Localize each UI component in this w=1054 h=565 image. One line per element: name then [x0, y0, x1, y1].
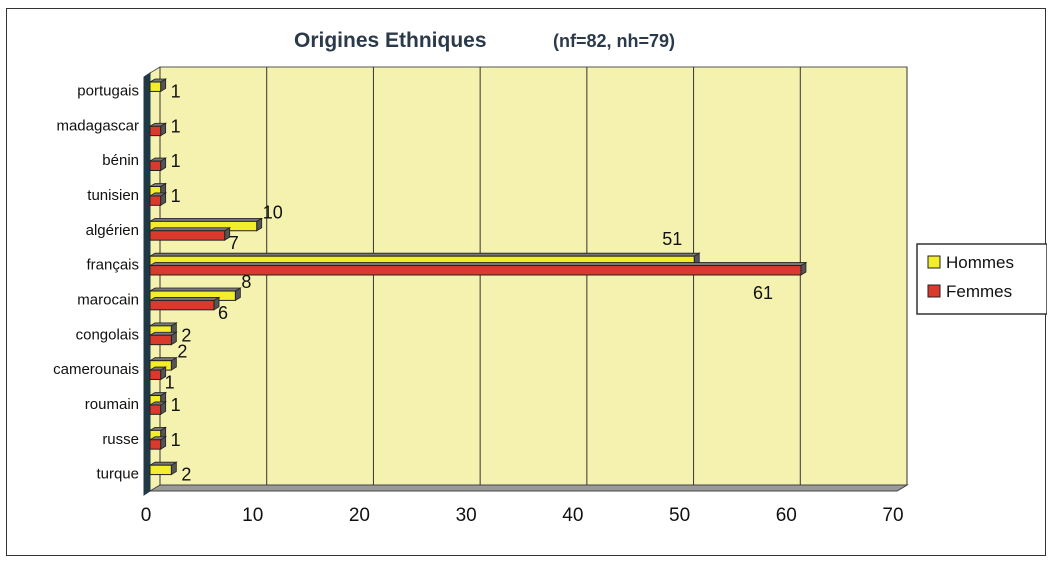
x-tick-label: 20 — [349, 505, 370, 526]
category-label-russe: russe — [102, 431, 139, 448]
bar-chart: Origines Ethniques (nf=82, nh=79) 0 10 20 3… — [53, 29, 1047, 526]
data-label-russe: 1 — [171, 430, 181, 450]
data-label-camerounais-femmes: 1 — [165, 372, 175, 392]
bar-femmes-algerien — [148, 227, 232, 241]
bar-femmes-marocain — [148, 296, 221, 311]
bar-face — [149, 230, 226, 241]
bar-hommes-portugais — [148, 78, 168, 93]
bar-face — [149, 439, 162, 450]
data-label-portugais: 1 — [171, 81, 181, 101]
legend: Hommes Femmes — [916, 243, 1047, 315]
bar-femmes-tunisien — [148, 192, 168, 207]
bar-face — [149, 299, 215, 311]
bar-femmes-camerounais — [148, 366, 168, 381]
bar-femmes-madagascar — [148, 122, 168, 137]
bar-femmes-benin — [148, 157, 168, 172]
data-label-congolais: 2 — [181, 325, 191, 345]
category-label-roumain: roumain — [85, 396, 139, 413]
category-label-turque: turque — [96, 466, 139, 483]
side-wall — [143, 72, 151, 496]
data-label-marocain-femmes: 6 — [218, 303, 228, 323]
x-tick-label: 70 — [882, 505, 903, 526]
x-tick-label: 10 — [242, 505, 263, 526]
bar-face — [149, 265, 802, 276]
chart-subtitle: (nf=82, nh=79) — [553, 31, 675, 51]
data-label-francais-hommes: 51 — [662, 229, 682, 249]
data-label-roumain: 1 — [171, 395, 181, 415]
category-label-madagascar: madagascar — [56, 117, 139, 134]
category-label-portugais: portugais — [77, 82, 139, 99]
bar-femmes-francais — [148, 261, 808, 276]
chart-title-group: Origines Ethniques (nf=82, nh=79) — [294, 29, 675, 52]
plot-area: 0 10 20 30 40 50 60 70 portugais madagascar bénin t… — [53, 66, 909, 526]
x-tick-label: 30 — [456, 505, 477, 526]
data-label-madagascar: 1 — [171, 116, 181, 136]
legend-swatch-femmes — [927, 284, 941, 298]
data-label-tunisien: 1 — [171, 186, 181, 206]
data-label-turque: 2 — [181, 465, 191, 485]
data-label-camerounais-hommes: 2 — [177, 342, 187, 362]
category-label-benin: bénin — [102, 152, 139, 169]
data-label-francais-femmes: 61 — [753, 283, 773, 303]
category-label-marocain: marocain — [77, 291, 139, 308]
category-label-tunisien: tunisien — [87, 187, 139, 204]
data-label-algerien-femmes: 7 — [229, 233, 239, 253]
legend-label-femmes: Femmes — [946, 282, 1012, 301]
chart-title: Origines Ethniques — [294, 29, 487, 52]
x-tick-label: 50 — [669, 505, 690, 526]
legend-swatch-hommes — [927, 255, 941, 269]
bar-face — [149, 334, 172, 346]
bar-face — [149, 369, 162, 380]
bar-femmes-russe — [148, 436, 168, 450]
bar-face — [149, 464, 172, 476]
category-label-congolais: congolais — [76, 326, 139, 343]
floor-wall — [148, 484, 909, 492]
bar-face — [149, 160, 162, 171]
bar-hommes-marocain — [148, 287, 242, 302]
bar-hommes-turque — [148, 461, 178, 476]
bar-hommes-camerounais — [148, 356, 178, 371]
x-tick-label: 0 — [141, 505, 152, 526]
x-tick-label: 60 — [776, 505, 797, 526]
chart-frame: Origines Ethniques (nf=82, nh=79) 0 10 20 3… — [6, 8, 1047, 556]
category-label-camerounais: camerounais — [53, 361, 139, 378]
x-tick-label: 40 — [562, 505, 583, 526]
bar-femmes-congolais — [148, 331, 178, 346]
data-label-benin: 1 — [171, 151, 181, 171]
plot-background — [149, 66, 908, 492]
bar-hommes-algerien — [148, 217, 264, 232]
bar-face — [149, 81, 162, 92]
data-label-marocain-hommes: 8 — [241, 272, 251, 292]
bar-face — [149, 195, 162, 206]
bar-face — [149, 404, 162, 415]
category-label-francais: français — [86, 257, 139, 274]
legend-label-hommes: Hommes — [946, 253, 1014, 272]
data-label-algerien-hommes: 10 — [263, 202, 283, 222]
category-label-algerien: algérien — [86, 222, 139, 239]
bar-femmes-roumain — [148, 401, 168, 416]
bar-face — [149, 125, 162, 137]
